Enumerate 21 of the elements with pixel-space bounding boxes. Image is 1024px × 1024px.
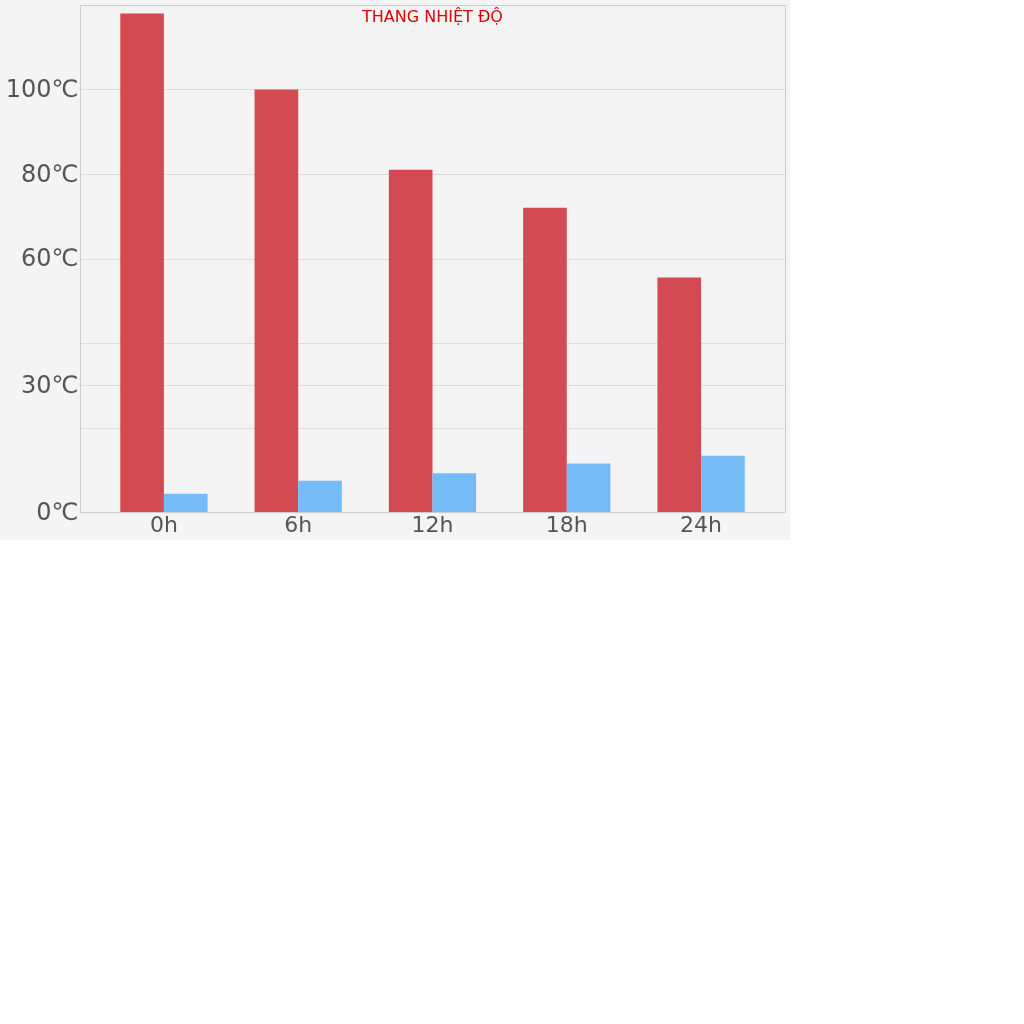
y-tick-label: 60℃ [21,244,79,272]
bar [657,277,702,512]
y-tick-label: 80℃ [21,159,79,188]
x-tick-label: 12h [411,511,454,537]
bar [163,493,208,512]
y-tick-label: 0℃ [36,497,79,526]
bar [388,169,433,512]
x-tick-label: 6h [284,511,313,537]
x-tick-label: 0h [149,511,178,537]
bar [254,89,299,512]
bar [120,13,164,512]
x-tick-label: 18h [545,511,588,537]
y-tick-label: 100℃ [5,75,79,103]
bar [298,480,342,512]
chart-title: THANG NHIỆT ĐỘ [361,7,503,26]
bar [566,463,611,512]
x-tick-label: 24h [680,511,723,537]
bar [701,455,745,512]
bar [523,207,567,512]
y-tick-label: 30℃ [21,370,79,399]
bar [432,473,477,512]
